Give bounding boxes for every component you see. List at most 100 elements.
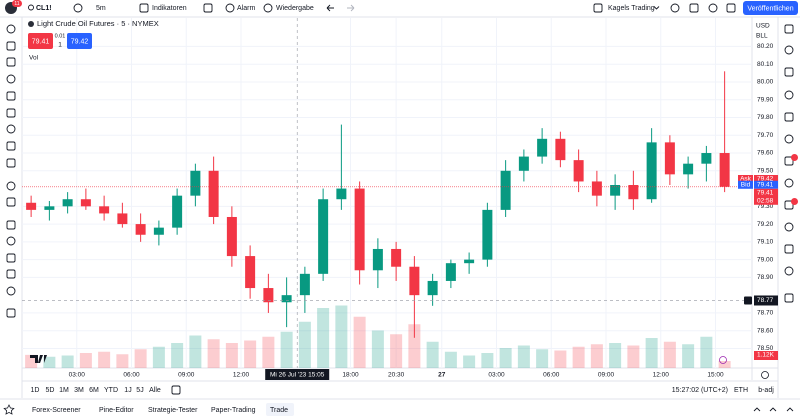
icon[interactable] — [784, 134, 794, 144]
icon[interactable] — [708, 3, 718, 13]
icon[interactable] — [784, 45, 794, 55]
range-button[interactable]: 1M — [59, 387, 69, 394]
x-tick-label: 18:00 — [342, 372, 359, 379]
volume-bar — [189, 335, 202, 368]
icon[interactable] — [225, 3, 235, 13]
tab[interactable]: Trade — [270, 407, 288, 414]
icon[interactable] — [784, 266, 794, 276]
icon[interactable] — [263, 3, 273, 13]
tab[interactable]: Forex-Screener — [32, 407, 81, 414]
panel-control[interactable] — [769, 407, 777, 412]
candle-body — [391, 248, 402, 267]
icon[interactable] — [6, 74, 16, 84]
crosshair-plus[interactable] — [744, 296, 752, 305]
icon[interactable] — [784, 222, 794, 232]
tab[interactable]: Paper-Trading — [211, 407, 256, 414]
currency[interactable]: USD — [756, 23, 770, 30]
icon[interactable] — [784, 200, 794, 210]
range-button[interactable]: Alle — [149, 387, 161, 394]
range-button[interactable]: YTD — [104, 387, 118, 394]
star-icon[interactable] — [3, 404, 15, 415]
icon[interactable] — [726, 3, 736, 13]
interval[interactable]: 5m — [96, 5, 106, 12]
quantity: 1 — [58, 42, 62, 49]
range-button[interactable]: 5D — [46, 387, 55, 394]
icon[interactable] — [6, 57, 16, 67]
icon[interactable] — [689, 3, 699, 13]
icon[interactable] — [139, 3, 149, 13]
publish-button[interactable] — [743, 1, 798, 15]
candle-body — [445, 263, 456, 281]
icon[interactable] — [171, 385, 181, 395]
icon[interactable] — [6, 181, 16, 191]
icon[interactable] — [593, 3, 603, 13]
indicators[interactable]: Indikatoren — [152, 5, 187, 12]
icon[interactable] — [6, 253, 16, 263]
range-button[interactable]: 1J — [124, 387, 131, 394]
replay[interactable]: Wiedergabe — [276, 5, 314, 12]
icon[interactable] — [6, 158, 16, 168]
volume-bar — [298, 321, 311, 368]
legend-icon — [28, 21, 34, 27]
volume-bar — [280, 331, 293, 368]
range-button[interactable]: 1D — [31, 387, 40, 394]
event-icon[interactable] — [719, 356, 727, 364]
icon[interactable] — [784, 156, 794, 166]
volume-bar — [61, 355, 74, 368]
icon[interactable] — [784, 67, 794, 77]
adjustment[interactable]: b-adj — [758, 387, 774, 394]
search-icon[interactable] — [28, 4, 34, 11]
icon[interactable] — [6, 24, 16, 34]
range-button[interactable]: 5J — [136, 387, 143, 394]
buy-box[interactable] — [67, 33, 92, 49]
icon[interactable] — [6, 220, 16, 230]
alert[interactable]: Alarm — [237, 5, 255, 12]
icon[interactable] — [6, 141, 16, 151]
panel-control[interactable] — [753, 407, 761, 412]
volume-bar — [536, 349, 549, 368]
settings-icon[interactable] — [761, 371, 769, 379]
unit[interactable]: BLL — [756, 33, 768, 40]
icon[interactable] — [6, 124, 16, 134]
add-symbol[interactable] — [73, 3, 83, 13]
icon[interactable] — [6, 197, 16, 207]
icon[interactable] — [670, 3, 680, 13]
range-button[interactable]: 3M — [74, 387, 84, 394]
candle-body — [646, 142, 657, 200]
sell-price[interactable]: 79.41 — [32, 38, 50, 45]
y-tick-label: 79.90 — [757, 96, 774, 103]
volume-bar — [408, 324, 421, 368]
icon[interactable] — [6, 308, 16, 318]
range-button[interactable]: 6M — [89, 387, 99, 394]
icon[interactable] — [784, 24, 794, 34]
candle-body — [354, 188, 365, 271]
session[interactable]: ETH — [734, 387, 748, 394]
tab[interactable]: Pine-Editor — [99, 407, 134, 414]
ask-box — [754, 175, 778, 184]
icon[interactable] — [6, 236, 16, 246]
icon[interactable] — [784, 178, 794, 188]
icon[interactable] — [784, 293, 794, 303]
layout-name[interactable]: Kagels Trading — [608, 5, 655, 12]
sell-box[interactable] — [28, 33, 53, 49]
y-tick-label: 79.10 — [757, 239, 774, 246]
panel-control[interactable] — [786, 407, 794, 412]
icon[interactable] — [203, 3, 213, 13]
volume-bar — [171, 343, 184, 368]
publish[interactable]: Veröffentlichen — [747, 5, 793, 12]
icon[interactable] — [6, 108, 16, 118]
icon[interactable] — [784, 112, 794, 122]
icon[interactable] — [784, 244, 794, 254]
icon[interactable] — [6, 286, 16, 296]
tab[interactable]: Strategie-Tester — [148, 407, 198, 414]
volume-bar — [609, 343, 622, 368]
candle-body — [135, 224, 146, 235]
buy-price[interactable]: 79.42 — [71, 38, 89, 45]
symbol[interactable]: CL1! — [36, 5, 52, 12]
icon[interactable] — [784, 90, 794, 100]
icon[interactable] — [6, 269, 16, 279]
undo[interactable] — [326, 4, 334, 12]
icon[interactable] — [6, 91, 16, 101]
icon[interactable] — [6, 41, 16, 51]
